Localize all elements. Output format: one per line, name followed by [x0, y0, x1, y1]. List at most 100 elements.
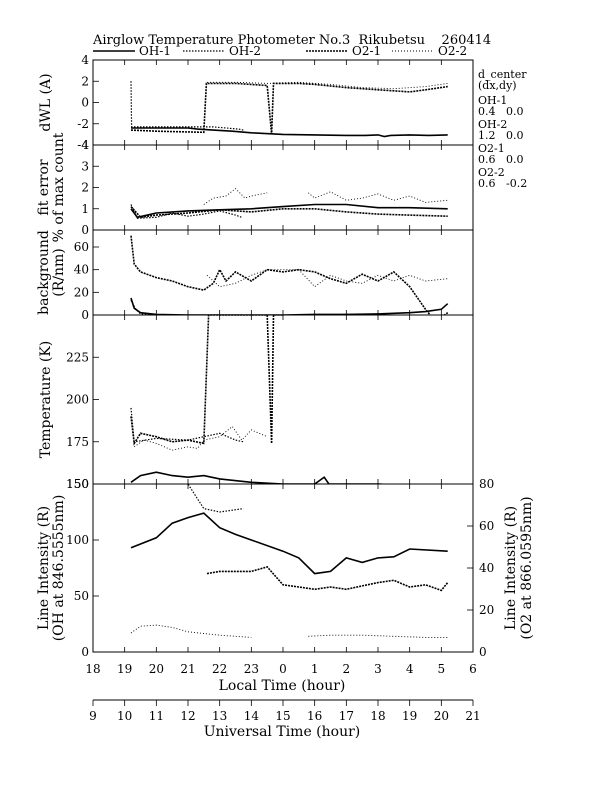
y-tick-label: 0 — [81, 645, 89, 659]
universal-time-tick-label: 11 — [149, 709, 164, 723]
local-time-tick-label: 20 — [149, 662, 164, 676]
universal-time-tick-label: 17 — [339, 709, 354, 723]
legend: OH-1 OH-2 O2-1 O2-2 — [93, 44, 467, 58]
annotation-name-o2-2: O2-2 — [478, 166, 505, 179]
y-right-axis-title: (O2 at 866.0595nm) — [519, 496, 535, 639]
legend-label-o2-1: O2-1 — [352, 44, 381, 58]
universal-time-axis: 9 10 11 12 13 14 15 16 17 18 19 20 21 — [89, 699, 481, 723]
universal-time-tick-label: 12 — [180, 709, 195, 723]
universal-time-tick-label: 10 — [117, 709, 132, 723]
y-tick-label: 1 — [81, 202, 89, 216]
y-tick-label: 200 — [66, 393, 89, 407]
series-oh-2-temperature — [130, 407, 244, 443]
y-right-tick-label: 40 — [479, 561, 494, 575]
series-o2-2-fiterror — [308, 191, 448, 203]
series-group — [130, 188, 448, 219]
annotation-value-oh-2: 1.2 0.0 — [478, 129, 523, 142]
series-oh-2-background — [130, 300, 244, 315]
y-tick-label: 4 — [81, 53, 89, 67]
legend-label-oh-2: OH-2 — [229, 44, 261, 58]
y-tick-label: 0 — [81, 223, 89, 237]
annotation-value-o2-2: 0.6 -0.2 — [478, 177, 527, 190]
local-time-tick-label: 1 — [311, 662, 319, 676]
series-group — [130, 484, 449, 638]
y-axis-title: % of max count — [51, 132, 67, 242]
panels-group: -4 -2 0 2 4 dWL (A) 0 1 2 3 4 fit error% of max cou… — [36, 53, 535, 659]
y-tick-label: 150 — [66, 477, 89, 491]
local-time-tick-label: 22 — [212, 662, 227, 676]
series-o2-2-temperature — [133, 425, 268, 451]
universal-time-tick-label: 21 — [465, 709, 480, 723]
local-time-tick-label: 4 — [406, 662, 414, 676]
series-oh-1-dwl — [131, 127, 448, 138]
series-o2-2-intensity — [308, 634, 448, 638]
local-time-tick-label: 21 — [180, 662, 195, 676]
series-group — [130, 81, 448, 138]
y-axis-title: Temperature (K) — [38, 341, 54, 459]
y-tick-label: 20 — [74, 285, 89, 299]
local-time-axis-title: Local Time (hour) — [219, 678, 346, 694]
annotation-name-oh-1: OH-1 — [478, 94, 507, 107]
panel-frame — [92, 483, 474, 653]
local-time-tick-label: 23 — [244, 662, 259, 676]
series-oh-1-intensity — [130, 512, 448, 575]
panel-fiterror: 0 1 2 3 4 fit error% of max count — [36, 132, 474, 242]
y-axis-title: Line Intensity (R) — [36, 506, 52, 630]
series-o2-1-temperature — [130, 315, 283, 446]
series-oh-1-fiterror — [130, 203, 448, 219]
series-o2-1-background — [130, 235, 449, 315]
universal-time-tick-label: 9 — [89, 709, 97, 723]
annotation-name-oh-2: OH-2 — [478, 118, 507, 131]
y-tick-label: 225 — [66, 350, 89, 364]
panel-dwl: -4 -2 0 2 4 dWL (A) — [38, 53, 474, 152]
annotation-value-oh-1: 0.4 0.0 — [478, 105, 523, 118]
universal-time-tick-label: 18 — [370, 709, 385, 723]
y-axis-title: fit error — [36, 159, 52, 216]
legend-label-o2-2: O2-2 — [438, 44, 467, 58]
y-tick-label: 40 — [74, 263, 89, 277]
y-tick-label: 100 — [66, 533, 89, 547]
right-annotation: d_center (dx,dy) OH-1 0.4 0.0 OH-2 1.2 0… — [478, 68, 527, 190]
series-group — [130, 235, 449, 315]
annotation-name-o2-1: O2-1 — [478, 142, 505, 155]
y-tick-label: 175 — [66, 435, 89, 449]
y-right-tick-label: 0 — [479, 645, 487, 659]
local-time-tick-label: 0 — [279, 662, 287, 676]
local-time-tick-label: 19 — [117, 662, 132, 676]
universal-time-axis-title: Universal Time (hour) — [204, 724, 361, 740]
series-o2-1-intensity — [206, 565, 449, 592]
panel-frame — [92, 314, 474, 485]
chart-title: Airglow Temperature Photometer No.3 Riku… — [92, 33, 491, 48]
universal-time-tick-label: 19 — [402, 709, 417, 723]
series-o2-2-background — [206, 269, 448, 288]
y-tick-label: 50 — [74, 589, 89, 603]
series-oh-1-temperature — [130, 471, 393, 484]
y-right-tick-label: 20 — [479, 603, 494, 617]
series-o2-2-dwl — [207, 81, 448, 90]
y-axis-title: background — [36, 230, 52, 315]
y-axis-title: (R/nm) — [51, 248, 67, 296]
local-time-tick-label: 18 — [85, 662, 100, 676]
local-time-tick-label: 6 — [469, 662, 477, 676]
legend-label-oh-1: OH-1 — [139, 44, 171, 58]
y-tick-label: 0 — [81, 308, 89, 322]
y-tick-label: 3 — [81, 159, 89, 173]
series-o2-2-fiterror — [203, 188, 268, 205]
universal-time-tick-label: 15 — [275, 709, 290, 723]
series-oh-2-intensity — [187, 484, 244, 513]
y-axis-title: (OH at 846.5555nm) — [51, 495, 67, 642]
y-tick-label: 60 — [74, 240, 89, 254]
universal-time-tick-label: 13 — [212, 709, 227, 723]
y-right-axis-title: Line Intensity (R) — [503, 506, 519, 630]
universal-time-tick-label: 20 — [434, 709, 449, 723]
universal-time-tick-label: 14 — [244, 709, 260, 723]
y-tick-label: 150 — [66, 477, 89, 491]
series-o2-1-dwl — [130, 82, 448, 135]
y-tick-label: 2 — [81, 181, 89, 195]
series-oh-2-fiterror — [130, 204, 242, 219]
y-tick-label: -4 — [77, 138, 89, 152]
local-time-tick-label: 2 — [343, 662, 351, 676]
y-right-tick-label: 80 — [479, 477, 494, 491]
